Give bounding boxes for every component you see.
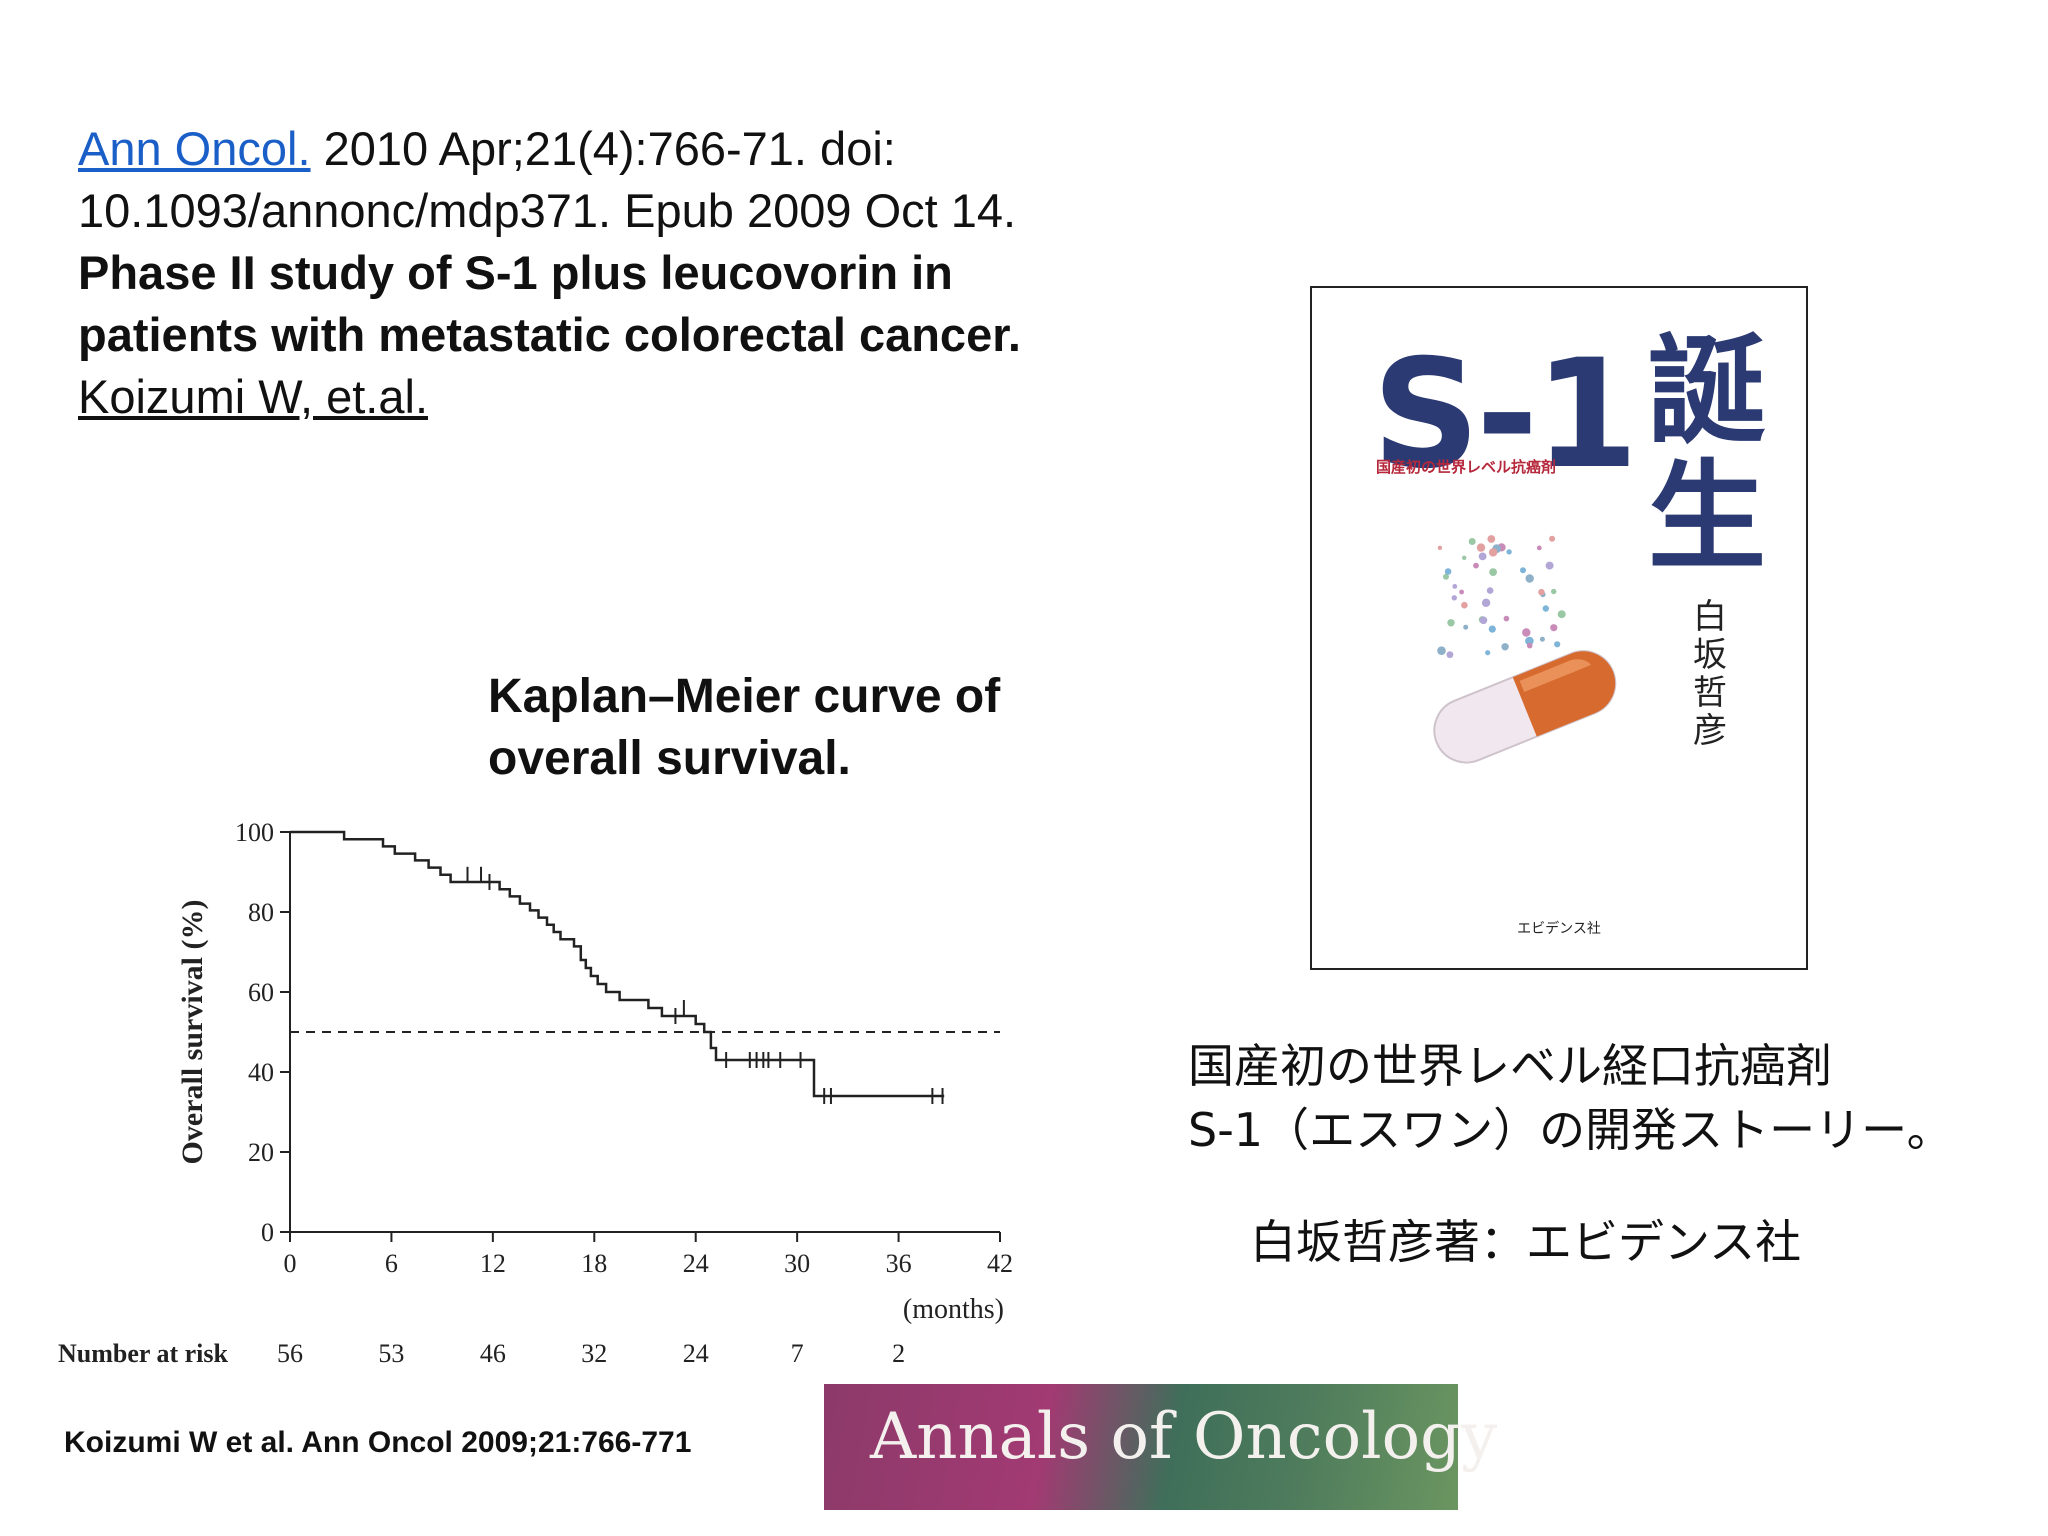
capsule-granule — [1539, 636, 1545, 642]
book-author: 白 坂 哲 彦 — [1688, 598, 1732, 750]
capsule-granule — [1520, 567, 1526, 574]
reference-line: Koizumi W et al. Ann Oncol 2009;21:766-7… — [64, 1426, 692, 1459]
capsule-granule — [1461, 601, 1468, 609]
capsule-granule — [1452, 584, 1458, 589]
jp-desc-line1: 国産初の世界レベル経口抗癌剤 — [1188, 1039, 1832, 1093]
jp-desc-line2: S-1（エスワン）の開発ストーリー。 — [1188, 1103, 1953, 1157]
capsule-granule — [1478, 552, 1487, 561]
capsule-granule — [1462, 555, 1467, 560]
book-publisher: エビデンス社 — [1517, 921, 1601, 937]
capsule-granule — [1468, 538, 1476, 545]
x-tick-label: 0 — [284, 1249, 297, 1278]
capsule-granule — [1501, 643, 1509, 651]
capsule-granule — [1487, 535, 1496, 543]
capsule-granule — [1526, 642, 1533, 649]
capsule-granule — [1554, 641, 1561, 648]
y-tick-label: 20 — [248, 1138, 274, 1167]
citation-block: Ann Oncol. 2010 Apr;21(4):766-71. doi: 1… — [78, 118, 1138, 428]
book-author-char-4: 彦 — [1693, 711, 1727, 751]
capsule-granule — [1463, 624, 1469, 630]
capsule-granule — [1476, 543, 1486, 552]
book-cover: S-1 誕 生 国産初の世界レベル抗癌剤 白 坂 哲 彦 エビデンス社 — [1310, 286, 1808, 970]
x-tick-label: 36 — [886, 1249, 912, 1278]
journal-link[interactable]: Ann Oncol. — [78, 122, 311, 175]
book-title-latin: S-1 — [1372, 328, 1639, 502]
risk-table-value: 56 — [277, 1339, 303, 1368]
capsule-granule — [1506, 549, 1512, 555]
capsule-granule — [1481, 598, 1491, 607]
capsule-granule — [1451, 595, 1457, 601]
capsule-granule — [1557, 610, 1566, 619]
capsule-granule — [1550, 624, 1558, 632]
capsule-granule — [1437, 646, 1446, 655]
capsule-granule — [1447, 619, 1455, 627]
capsule-granule — [1486, 587, 1494, 594]
y-tick-label: 100 — [235, 818, 274, 847]
capsule-granule — [1538, 588, 1545, 596]
book-author-char-2: 坂 — [1693, 635, 1727, 675]
risk-table-value: 7 — [791, 1339, 804, 1368]
capsule-granule — [1479, 616, 1488, 625]
risk-table-value: 46 — [480, 1339, 506, 1368]
capsule-granule — [1489, 568, 1497, 576]
x-tick-label: 42 — [987, 1249, 1013, 1278]
capsule-granule — [1542, 605, 1549, 612]
citation-details-1: 2010 Apr;21(4):766-71. doi: — [310, 122, 896, 175]
x-tick-label: 30 — [784, 1249, 810, 1278]
capsule-granule — [1437, 545, 1443, 550]
capsule-granule — [1446, 651, 1454, 659]
book-subtitle: 国産初の世界レベル抗癌剤 — [1376, 458, 1557, 476]
km-title: Kaplan–Meier curve of overall survival. — [488, 666, 1000, 790]
citation-details-2: 10.1093/annonc/mdp371. Epub 2009 Oct 14. — [78, 184, 1017, 237]
capsule-granule — [1536, 545, 1542, 551]
article-title-2: patients with metastatic colorectal canc… — [78, 308, 1021, 361]
capsule-granule — [1459, 589, 1464, 595]
capsule-granule — [1473, 562, 1479, 569]
km-title-line2: overall survival. — [488, 732, 851, 785]
capsule-granule — [1551, 588, 1557, 595]
capsule-granule — [1525, 574, 1534, 583]
risk-table-value: 24 — [683, 1339, 709, 1368]
x-tick-label: 6 — [385, 1249, 398, 1278]
x-tick-label: 12 — [480, 1249, 506, 1278]
capsule-granule — [1545, 561, 1554, 570]
risk-table-label: Number at risk — [58, 1339, 229, 1368]
x-axis-label: (months) — [903, 1294, 1004, 1325]
y-axis-label: Overall survival (%) — [176, 900, 209, 1165]
km-title-line1: Kaplan–Meier curve of — [488, 670, 1001, 723]
y-tick-label: 40 — [248, 1058, 274, 1087]
capsule-granule — [1503, 615, 1510, 622]
risk-table-value: 2 — [892, 1339, 905, 1368]
capsule-granule — [1549, 535, 1556, 542]
y-tick-label: 0 — [261, 1218, 274, 1247]
journal-logo: Annals of Oncology — [824, 1384, 1497, 1510]
km-chart: 0 20 40 60 80 100 0 6 12 18 24 30 36 42 Overall surviv… — [58, 818, 1013, 1368]
capsule-granule — [1488, 548, 1498, 557]
book-kanji-2: 生 — [1647, 448, 1766, 586]
y-tick-label: 60 — [248, 978, 274, 1007]
book-title-kanji: 誕 生 — [1648, 328, 1766, 580]
capsule-icon — [1433, 535, 1617, 764]
capsule-granule — [1485, 650, 1491, 656]
y-tick-label: 80 — [248, 898, 274, 927]
book-author-char-1: 白 — [1693, 597, 1727, 637]
risk-table-value: 32 — [581, 1339, 607, 1368]
capsule-granule — [1522, 628, 1531, 637]
capsule-granule — [1443, 573, 1449, 580]
book-author-char-3: 哲 — [1693, 673, 1727, 713]
authors-link[interactable]: Koizumi W, et.al. — [78, 370, 428, 423]
capsule-granule — [1444, 568, 1452, 575]
article-title-1: Phase II study of S-1 plus leucovorin in — [78, 246, 953, 299]
x-tick-label: 18 — [581, 1249, 607, 1278]
japanese-author: 白坂哲彦著：エビデンス社 — [1250, 1215, 1802, 1269]
risk-table-value: 53 — [378, 1339, 404, 1368]
journal-logo-text: Annals of Oncology — [870, 1400, 1498, 1474]
capsule-granule — [1525, 636, 1534, 646]
x-tick-label: 24 — [683, 1249, 709, 1278]
japanese-description: 国産初の世界レベル経口抗癌剤 S-1（エスワン）の開発ストーリー。 — [1188, 1034, 1953, 1162]
book-kanji-1: 誕 — [1647, 322, 1766, 460]
capsule-granule — [1488, 625, 1496, 633]
survival-curve — [290, 830, 945, 1098]
